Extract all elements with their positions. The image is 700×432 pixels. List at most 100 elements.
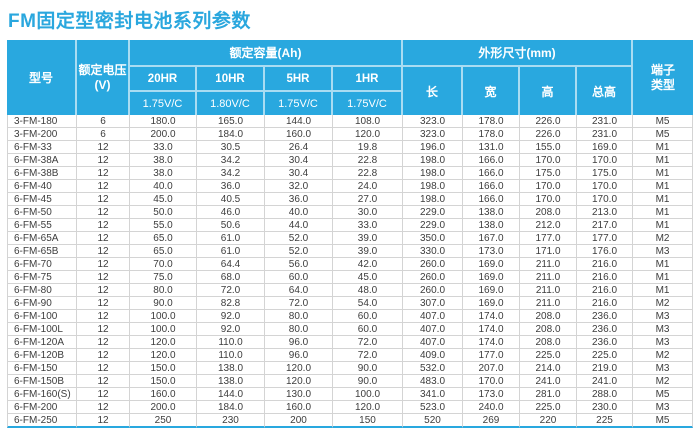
capacity-1hr-cell: 108.0 [333,115,403,128]
table-row: 6-FM-100L 12 100.0 92.0 80.0 60.0 407.0 174.0 20… [7,323,694,336]
header-total-height: 总高 [577,67,634,115]
capacity-1hr-cell: 90.0 [333,362,403,375]
total-height-cell: 230.0 [577,401,634,414]
width-cell: 166.0 [463,167,520,180]
length-cell: 407.0 [403,323,463,336]
capacity-1hr-cell: 39.0 [333,232,403,245]
terminal-cell: M2 [633,297,694,310]
total-height-cell: 176.0 [577,245,634,258]
capacity-10hr-cell: 30.5 [197,141,265,154]
height-cell: 171.0 [520,245,577,258]
capacity-5hr-cell: 130.0 [265,388,333,401]
capacity-5hr-cell: 64.0 [265,284,333,297]
capacity-20hr-cell: 150.0 [130,375,197,388]
width-cell: 240.0 [463,401,520,414]
total-height-cell: 231.0 [577,128,634,141]
capacity-10hr-cell: 138.0 [197,375,265,388]
model-cell: 6-FM-55 [7,219,77,232]
capacity-20hr-cell: 160.0 [130,388,197,401]
capacity-20hr-cell: 65.0 [130,245,197,258]
capacity-5hr-cell: 120.0 [265,375,333,388]
width-cell: 131.0 [463,141,520,154]
terminal-cell: M1 [633,154,694,167]
width-cell: 174.0 [463,336,520,349]
capacity-1hr-cell: 120.0 [333,401,403,414]
height-cell: 211.0 [520,284,577,297]
voltage-cell: 12 [77,193,130,206]
width-cell: 169.0 [463,258,520,271]
model-cell: 6-FM-100L [7,323,77,336]
length-cell: 323.0 [403,115,463,128]
terminal-cell: M3 [633,323,694,336]
height-cell: 170.0 [520,180,577,193]
capacity-5hr-cell: 120.0 [265,362,333,375]
capacity-10hr-cell: 68.0 [197,271,265,284]
header-voltage: 额定电压 (V) [77,40,130,115]
capacity-1hr-cell: 100.0 [333,388,403,401]
length-cell: 260.0 [403,258,463,271]
length-cell: 409.0 [403,349,463,362]
capacity-10hr-cell: 64.4 [197,258,265,271]
capacity-5hr-cell: 160.0 [265,401,333,414]
model-cell: 6-FM-50 [7,206,77,219]
model-cell: 6-FM-160(S) [7,388,77,401]
table-row: 6-FM-65B 12 65.0 61.0 52.0 39.0 330.0 173.0 171.… [7,245,694,258]
table-row: 6-FM-38B 12 38.0 34.2 30.4 22.8 198.0 166.0 175.… [7,167,694,180]
length-cell: 323.0 [403,128,463,141]
header-1hr: 1HR [333,67,403,92]
voltage-cell: 12 [77,297,130,310]
capacity-20hr-cell: 80.0 [130,284,197,297]
table-row: 6-FM-55 12 55.0 50.6 44.0 33.0 229.0 138.0 212.0… [7,219,694,232]
table-row: 6-FM-150B 12 150.0 138.0 120.0 90.0 483.0 170.0… [7,375,694,388]
terminal-cell: M2 [633,232,694,245]
table-row: 6-FM-40 12 40.0 36.0 32.0 24.0 198.0 166.0 170.0… [7,180,694,193]
capacity-20hr-cell: 150.0 [130,362,197,375]
capacity-10hr-cell: 144.0 [197,388,265,401]
capacity-10hr-cell: 230 [197,414,265,428]
total-height-cell: 216.0 [577,258,634,271]
width-cell: 173.0 [463,388,520,401]
header-terminal: 端子 类型 [633,40,694,115]
length-cell: 483.0 [403,375,463,388]
capacity-1hr-cell: 33.0 [333,219,403,232]
model-cell: 6-FM-90 [7,297,77,310]
model-cell: 6-FM-120A [7,336,77,349]
width-cell: 174.0 [463,310,520,323]
height-cell: 241.0 [520,375,577,388]
capacity-5hr-cell: 30.4 [265,154,333,167]
terminal-cell: M1 [633,284,694,297]
length-cell: 260.0 [403,284,463,297]
capacity-20hr-cell: 40.0 [130,180,197,193]
length-cell: 198.0 [403,180,463,193]
capacity-10hr-cell: 92.0 [197,323,265,336]
capacity-5hr-cell: 44.0 [265,219,333,232]
model-cell: 6-FM-40 [7,180,77,193]
width-cell: 166.0 [463,180,520,193]
total-height-cell: 213.0 [577,206,634,219]
voltage-cell: 6 [77,115,130,128]
total-height-cell: 236.0 [577,323,634,336]
height-cell: 211.0 [520,297,577,310]
total-height-cell: 175.0 [577,167,634,180]
capacity-1hr-cell: 19.8 [333,141,403,154]
terminal-cell: M5 [633,414,694,428]
width-cell: 167.0 [463,232,520,245]
total-height-cell: 177.0 [577,232,634,245]
capacity-1hr-cell: 30.0 [333,206,403,219]
total-height-cell: 219.0 [577,362,634,375]
capacity-20hr-cell: 45.0 [130,193,197,206]
capacity-5hr-cell: 32.0 [265,180,333,193]
capacity-10hr-cell: 34.2 [197,154,265,167]
height-cell: 208.0 [520,310,577,323]
capacity-20hr-cell: 120.0 [130,349,197,362]
header-10hr-voltage: 1.80V/C [197,92,265,115]
length-cell: 229.0 [403,219,463,232]
height-cell: 226.0 [520,128,577,141]
capacity-5hr-cell: 30.4 [265,167,333,180]
height-cell: 177.0 [520,232,577,245]
model-cell: 3-FM-180 [7,115,77,128]
capacity-5hr-cell: 80.0 [265,323,333,336]
terminal-cell: M1 [633,141,694,154]
height-cell: 208.0 [520,336,577,349]
width-cell: 138.0 [463,219,520,232]
